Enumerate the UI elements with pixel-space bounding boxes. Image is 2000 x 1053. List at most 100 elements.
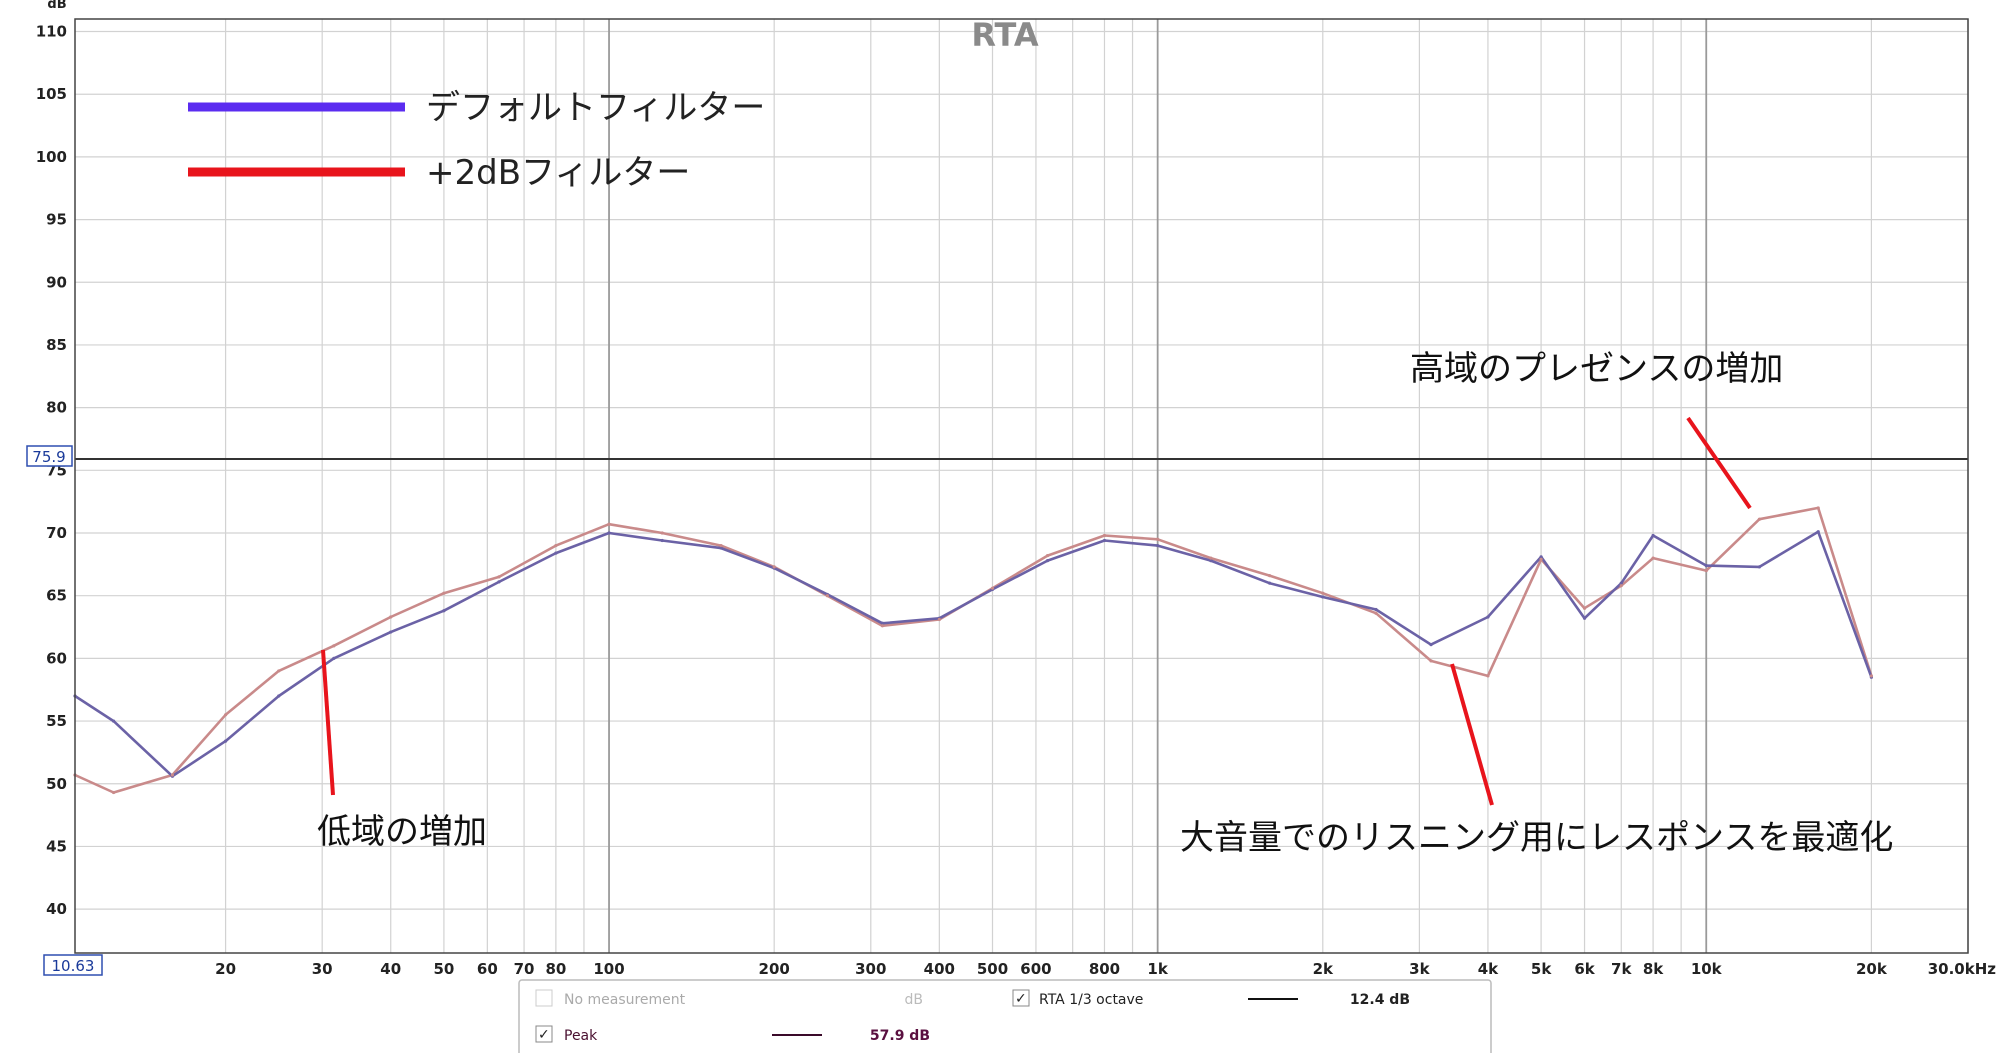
series-0-point-18 [1045,558,1050,563]
series-0-point-19 [1102,538,1107,543]
series-1-point-1 [112,790,116,795]
series-0-point-9 [554,551,558,555]
annotation-pointer-listening [1450,663,1494,806]
cursor-y-readout: 75.9 [32,448,65,466]
series-1-point-18 [1045,553,1050,558]
y-tick-label-95: 95 [46,211,67,229]
series-0-point-26 [1486,615,1490,619]
x-tick-label-800: 800 [1089,960,1120,978]
series-0-point-5 [332,656,336,660]
series-1-point-23 [1321,591,1325,595]
x-tick-label-300: 300 [855,960,886,978]
y-tick-label-80: 80 [46,399,67,417]
series-0-point-28 [1582,616,1587,620]
x-tick-label-80: 80 [545,960,566,978]
series-1-point-11 [660,531,664,535]
x-tick-label-8k: 8k [1643,960,1664,978]
series-line-1 [74,506,1873,794]
series-0-point-10 [607,531,611,535]
y-tick-label-40: 40 [46,900,67,918]
x-min-box [43,954,103,976]
no-measurement-checkbox[interactable] [535,989,553,1007]
x-tick-label-200: 200 [759,960,790,978]
series-0-point-32 [1757,565,1762,569]
series-0-point-23 [1321,595,1325,599]
series-0-point-27 [1539,555,1543,559]
series-0-point-6 [389,630,393,634]
y-tick-label-45: 45 [46,837,67,855]
x-tick-label-20k: 20k [1856,960,1888,978]
no-measurement-label: No measurement [564,992,686,1008]
series-0-point-8 [497,580,501,584]
y-tick-label-90: 90 [46,273,67,291]
y-axis-label: dB [47,0,66,12]
rta-checkbox[interactable] [1012,989,1030,1007]
series-line-0 [74,530,1873,778]
series-1-point-28 [1582,606,1587,610]
series-1-point-9 [554,543,558,548]
plot-frame [74,18,1969,954]
series-0-point-25 [1429,642,1433,647]
series-1-point-26 [1486,674,1490,678]
series-lines [73,506,1873,795]
x-tick-label-600: 600 [1020,960,1051,978]
y-tick-label-85: 85 [46,336,67,354]
y-tick-label-65: 65 [46,587,67,605]
series-1-point-10 [607,522,611,526]
x-tick-label-500: 500 [977,960,1008,978]
series-1-point-15 [880,624,885,628]
x-tick-label-7k: 7k [1611,960,1632,978]
series-0-point-24 [1374,607,1378,612]
x-tick-label-70: 70 [514,960,535,978]
plot-border [74,18,1969,954]
series-1-point-6 [389,615,393,619]
peak-value: 57.9 dB [870,1028,930,1044]
y-tick-label-100: 100 [36,148,67,166]
series-0-point-20 [1156,543,1160,548]
series-0-point-7 [442,609,446,613]
series-1-point-3 [223,713,228,717]
series-0-point-11 [660,538,664,543]
y-tick-label-60: 60 [46,649,67,667]
series-1-point-19 [1102,533,1107,538]
series-0-point-4 [277,694,281,698]
y-tick-label-105: 105 [36,85,67,103]
legend-label-plus2db: +2dBフィルター [426,153,690,193]
grid [75,19,1969,953]
series-1-point-8 [497,575,501,579]
series-1-point-24 [1374,611,1378,615]
series-1-point-12 [719,543,723,548]
panel-frame [518,979,1492,1053]
series-0-point-12 [719,546,723,550]
annotation-pointer-low [321,649,335,796]
series-1-point-27 [1539,557,1543,561]
series-1-point-16 [937,617,941,622]
measurement-panel: No measurement dB ✓ RTA 1/3 octave 12.4 … [518,979,1492,1053]
annotation-low: 低域の増加 [317,812,487,852]
series-1-point-14 [825,594,829,598]
annotation-high: 高域のプレゼンスの増加 [1410,349,1783,389]
x-tick-label-20: 20 [215,960,236,978]
series-0-point-1 [112,719,116,723]
series-1-point-33 [1816,506,1820,510]
x-tick-label-30: 30 [312,960,333,978]
cursor-y-box [26,445,73,467]
annotations: 低域の増加 大音量でのリスニング用にレスポンスを最適化 高域のプレゼンスの増加 [317,349,1893,858]
series-1-point-32 [1757,517,1762,521]
x-tick-label-50: 50 [433,960,454,978]
x-min-readout: 10.63 [52,957,95,975]
x-tick-label-60: 60 [477,960,498,978]
rta-label: RTA 1/3 octave [1039,992,1143,1008]
series-1-point-4 [277,669,281,673]
x-tick-label-4k: 4k [1478,960,1499,978]
series-1-point-25 [1429,659,1433,663]
series-1-point-13 [772,565,776,569]
x-tick-label-400: 400 [924,960,955,978]
x-tick-label-10k: 10k [1691,960,1723,978]
x-axis-ticks: 20 30 40 50 60 70 80 100 200 300 400 500 600 800 1k 2k 3… [215,960,1996,978]
x-tick-label-30.0kHz: 30.0kHz [1928,960,1997,978]
peak-checkbox[interactable] [535,1025,553,1043]
x-tick-label-3k: 3k [1409,960,1430,978]
series-0-point-3 [223,739,228,743]
